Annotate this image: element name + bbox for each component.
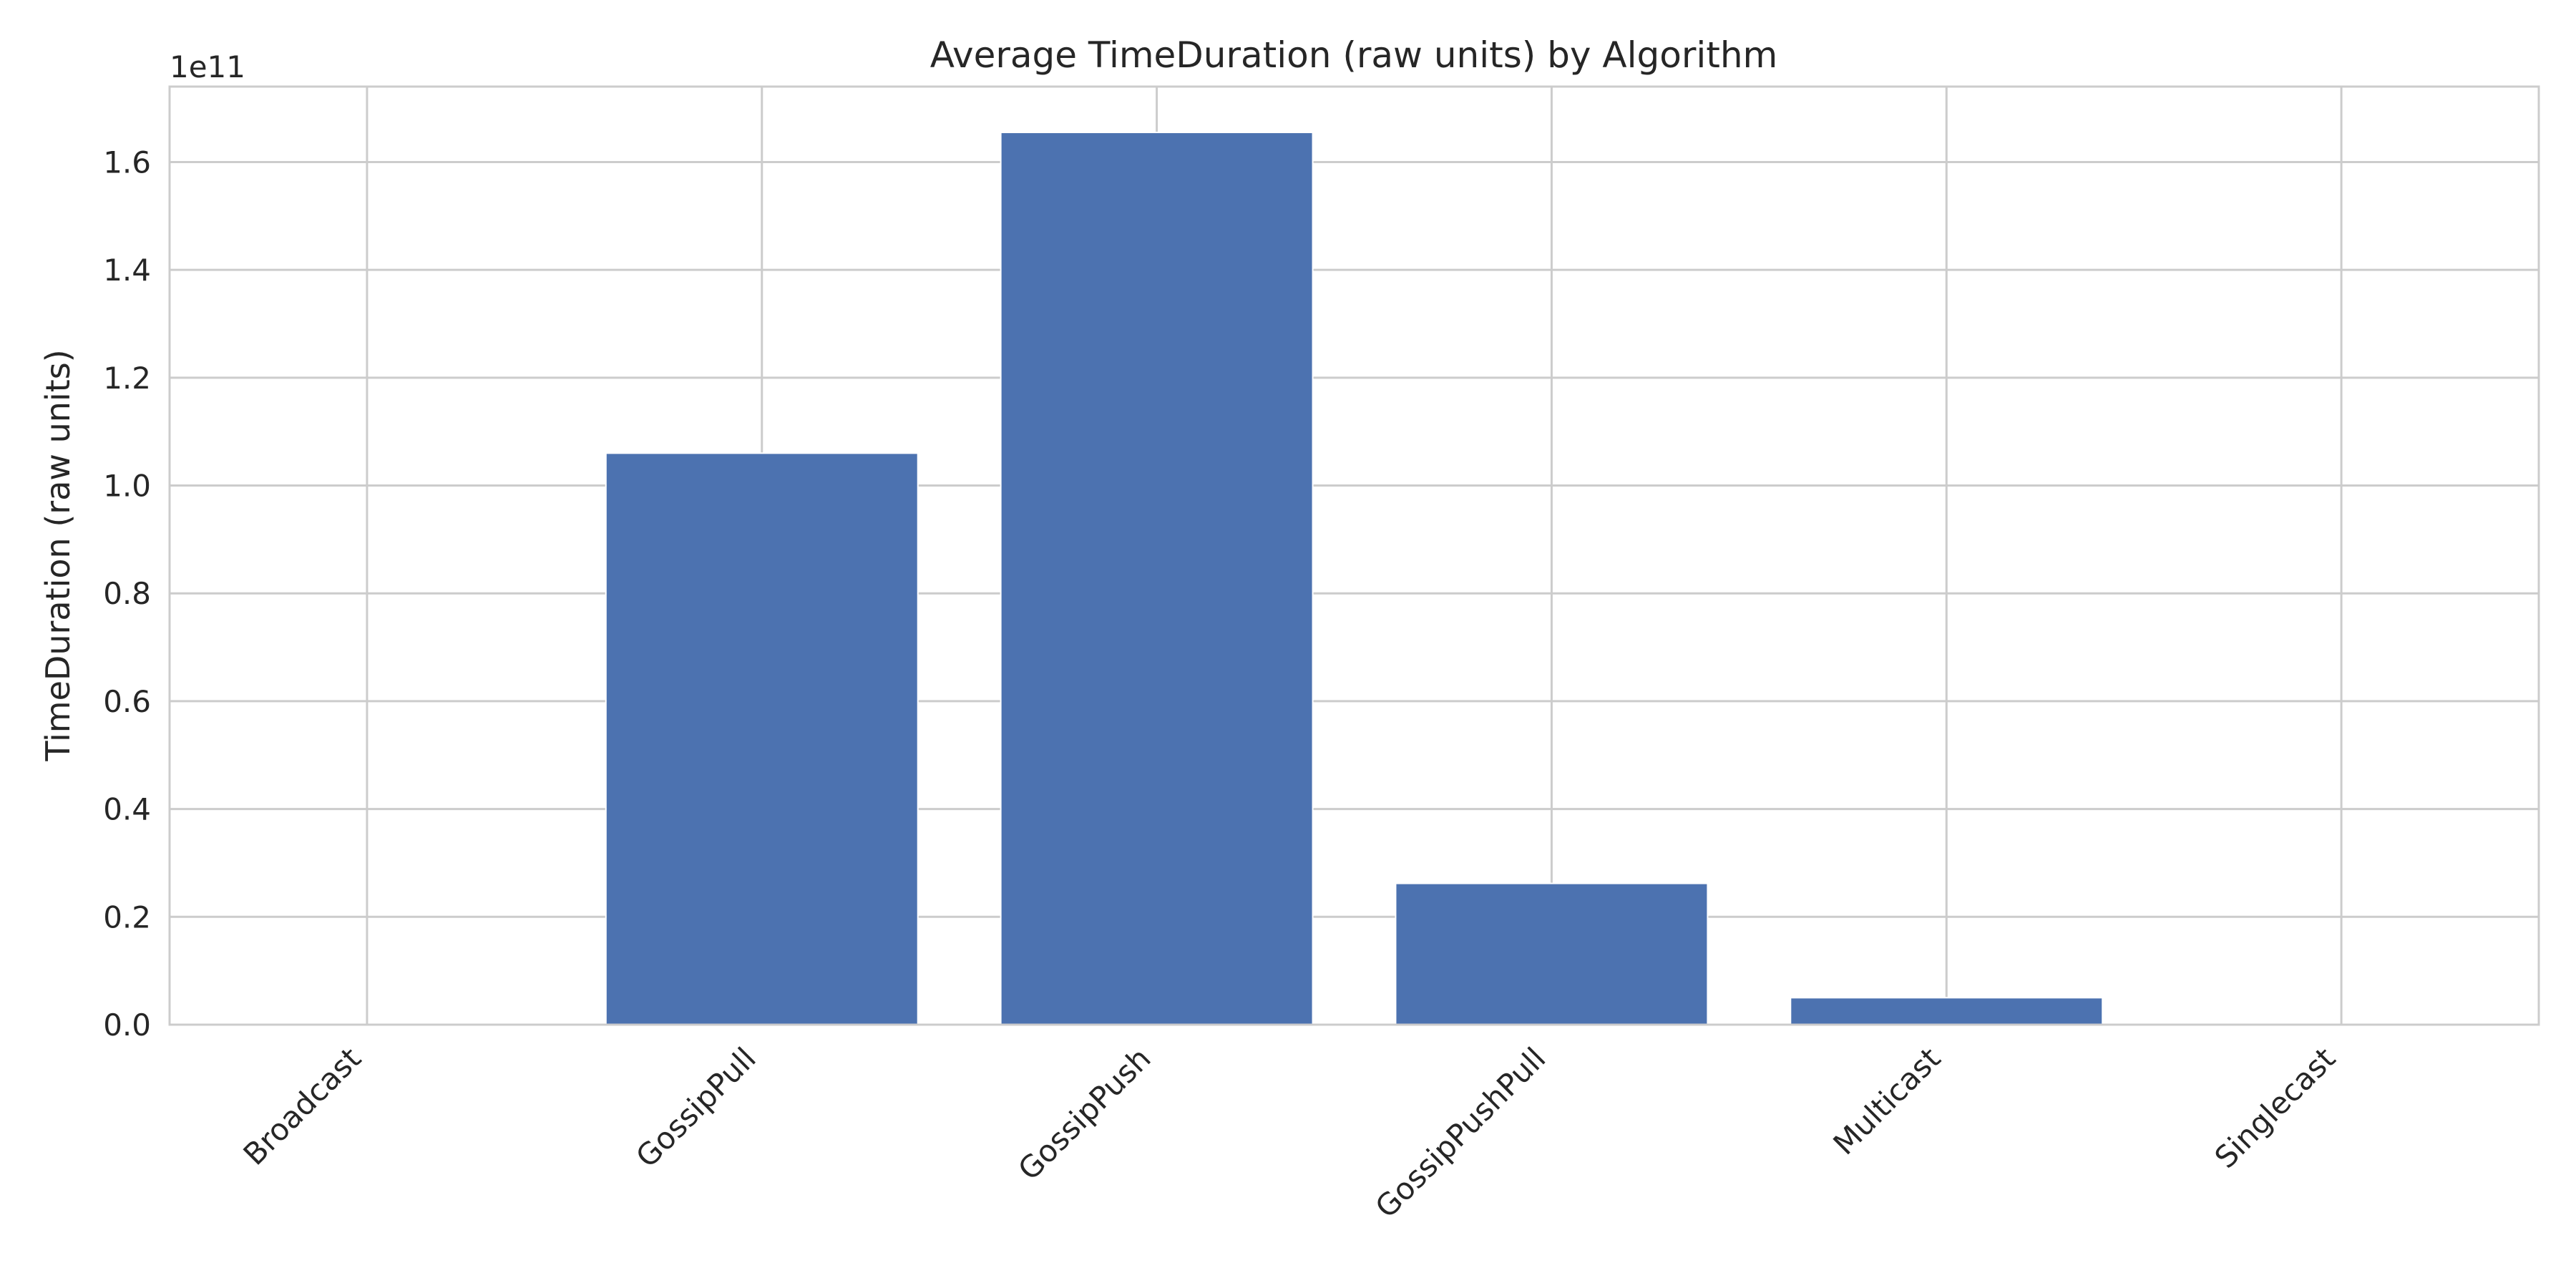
y-tick-label: 1.4 [103,253,151,288]
y-axis-offset-label: 1e11 [170,49,245,84]
grid-layer [170,87,2539,1026]
bar-gossippushpull [1395,882,1709,1025]
y-tick-label: 0.8 [103,576,151,611]
y-tick-label: 0.2 [103,899,151,935]
y-tick-label: 0.4 [103,792,151,827]
bar-gossippush [1000,132,1314,1026]
y-tick-label: 1.2 [103,361,151,396]
y-tick-label: 1.6 [103,145,151,180]
x-tick-label: GossipPush [1011,1040,1157,1186]
y-tick-label: 1.0 [103,469,151,504]
y-ticks: 0.0 0.2 0.4 0.6 0.8 1.0 1.2 1.4 1.6 [103,145,151,1043]
x-ticks: Broadcast GossipPull GossipPush GossipPushP… [237,1040,2343,1224]
bar-gossippull [605,452,919,1025]
x-tick-label: GossipPushPull [1368,1040,1552,1224]
plot-frame [168,85,2540,1026]
x-tick-label: GossipPull [629,1040,763,1174]
y-tick-label: 0.6 [103,684,151,719]
x-tick-label: Multicast [1826,1040,1947,1161]
chart-title: Average TimeDuration (raw units) by Algo… [930,34,1778,76]
y-axis-label: TimeDuration (raw units) [39,349,77,761]
x-tick-label: Singlecast [2208,1040,2343,1175]
y-tick-label: 0.0 [103,1008,151,1043]
bar-multicast [1790,997,2104,1026]
bars-layer [605,132,2104,1026]
x-tick-label: Broadcast [237,1040,368,1171]
